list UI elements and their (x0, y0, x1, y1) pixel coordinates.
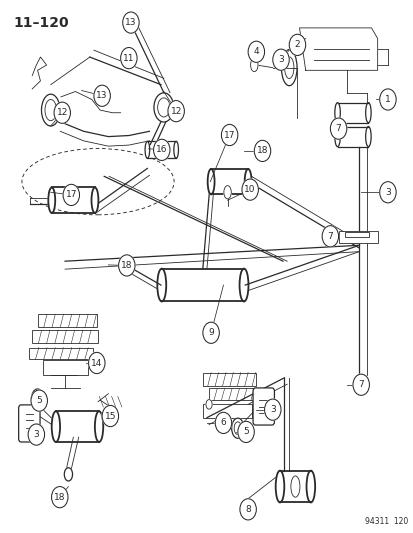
Circle shape (321, 225, 338, 247)
Ellipse shape (275, 471, 284, 503)
Circle shape (237, 421, 254, 442)
Circle shape (247, 41, 264, 62)
Circle shape (379, 182, 395, 203)
Text: 3: 3 (278, 55, 283, 64)
Circle shape (272, 49, 289, 70)
Ellipse shape (52, 411, 60, 442)
Circle shape (120, 47, 137, 69)
Text: 7: 7 (327, 232, 332, 241)
Circle shape (168, 101, 184, 122)
Text: 13: 13 (96, 91, 108, 100)
Ellipse shape (365, 103, 370, 123)
Ellipse shape (31, 389, 44, 409)
Text: 1: 1 (384, 95, 390, 104)
Ellipse shape (334, 103, 339, 123)
Circle shape (31, 390, 47, 411)
Ellipse shape (306, 471, 314, 503)
Text: 11–120: 11–120 (14, 16, 69, 30)
Ellipse shape (48, 188, 55, 213)
Text: 11: 11 (123, 54, 134, 62)
FancyBboxPatch shape (32, 330, 98, 343)
Text: 16: 16 (156, 146, 167, 155)
Ellipse shape (365, 126, 370, 147)
FancyBboxPatch shape (252, 388, 274, 425)
Text: 3: 3 (384, 188, 390, 197)
Text: 7: 7 (358, 380, 363, 389)
Circle shape (330, 118, 346, 139)
Circle shape (28, 424, 45, 445)
Text: 18: 18 (256, 147, 268, 156)
FancyBboxPatch shape (209, 389, 256, 400)
Text: 8: 8 (244, 505, 250, 514)
Ellipse shape (91, 188, 98, 213)
Ellipse shape (157, 269, 166, 302)
Text: 12: 12 (57, 108, 68, 117)
FancyBboxPatch shape (38, 314, 97, 327)
Ellipse shape (41, 94, 60, 126)
Ellipse shape (95, 411, 103, 442)
Circle shape (88, 352, 105, 374)
Text: 10: 10 (244, 185, 255, 194)
Text: 17: 17 (223, 131, 235, 140)
Circle shape (63, 184, 79, 206)
Circle shape (102, 406, 118, 426)
Text: 14: 14 (91, 359, 102, 367)
Text: 18: 18 (54, 492, 65, 502)
Text: 4: 4 (253, 47, 259, 56)
Ellipse shape (243, 499, 252, 513)
Ellipse shape (173, 141, 178, 158)
Text: 94311  120: 94311 120 (364, 518, 408, 526)
Ellipse shape (239, 269, 248, 302)
Ellipse shape (281, 50, 297, 86)
Text: 17: 17 (65, 190, 77, 199)
Circle shape (221, 124, 237, 146)
Ellipse shape (64, 468, 72, 481)
FancyBboxPatch shape (29, 348, 93, 359)
Circle shape (215, 413, 231, 433)
Text: 18: 18 (121, 261, 132, 270)
Circle shape (264, 399, 280, 420)
FancyBboxPatch shape (202, 405, 252, 418)
Text: 15: 15 (104, 411, 116, 421)
Ellipse shape (334, 126, 339, 147)
Circle shape (54, 102, 70, 123)
Text: 5: 5 (36, 396, 42, 405)
FancyBboxPatch shape (344, 232, 368, 237)
Ellipse shape (244, 169, 251, 195)
FancyBboxPatch shape (19, 405, 40, 442)
Ellipse shape (207, 169, 214, 195)
Text: 3: 3 (33, 430, 39, 439)
FancyBboxPatch shape (338, 231, 377, 243)
Circle shape (94, 85, 110, 107)
Ellipse shape (154, 93, 173, 122)
Ellipse shape (223, 185, 231, 199)
Circle shape (118, 255, 135, 276)
Circle shape (239, 499, 256, 520)
Ellipse shape (145, 141, 150, 158)
Text: 3: 3 (269, 405, 275, 414)
Ellipse shape (250, 59, 257, 71)
FancyBboxPatch shape (43, 360, 88, 375)
Circle shape (153, 139, 170, 160)
Ellipse shape (231, 418, 243, 438)
Text: 2: 2 (294, 41, 299, 50)
Circle shape (52, 487, 68, 508)
Text: 5: 5 (242, 427, 248, 437)
Text: 13: 13 (125, 18, 136, 27)
Circle shape (254, 140, 270, 161)
Text: 9: 9 (208, 328, 214, 337)
Text: 6: 6 (220, 418, 226, 427)
Circle shape (122, 12, 139, 33)
Text: 12: 12 (170, 107, 181, 116)
Circle shape (202, 322, 219, 343)
FancyBboxPatch shape (202, 373, 256, 386)
Circle shape (352, 374, 368, 395)
Circle shape (241, 179, 258, 200)
Ellipse shape (206, 400, 211, 409)
Text: 7: 7 (335, 124, 341, 133)
Circle shape (379, 89, 395, 110)
Circle shape (289, 34, 305, 55)
